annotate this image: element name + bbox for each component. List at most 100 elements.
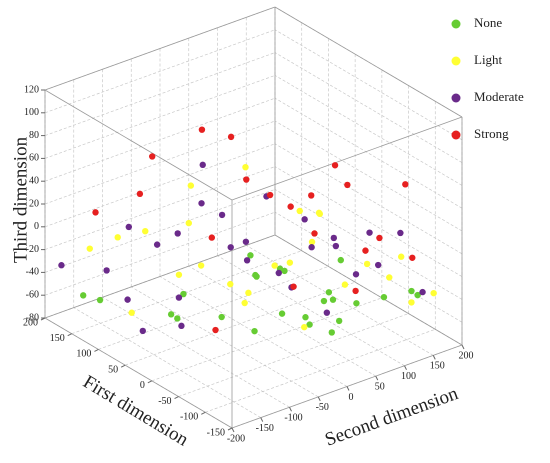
tick-mark xyxy=(227,427,233,431)
point xyxy=(136,190,144,198)
grid-line xyxy=(44,29,276,114)
grid-line xyxy=(44,97,276,182)
grid-line xyxy=(44,189,276,273)
point xyxy=(92,209,99,216)
point xyxy=(328,329,335,336)
z-tick-label: -40 xyxy=(26,267,39,278)
tick-mark xyxy=(260,417,264,422)
point xyxy=(175,271,183,278)
point xyxy=(114,234,121,241)
grid-line xyxy=(44,52,276,136)
legend-text: None xyxy=(474,15,502,30)
point xyxy=(329,296,337,303)
point xyxy=(335,317,343,325)
point xyxy=(337,256,344,264)
point xyxy=(178,322,185,330)
grid-line xyxy=(125,281,356,366)
point xyxy=(199,161,206,169)
point xyxy=(306,321,313,328)
point xyxy=(96,296,104,304)
z-tick-label: -80 xyxy=(26,312,39,323)
point xyxy=(308,192,315,199)
point xyxy=(245,289,252,297)
point xyxy=(374,261,382,269)
y-tick-label: -100 xyxy=(284,413,302,424)
point xyxy=(414,291,421,299)
point xyxy=(208,234,215,241)
point xyxy=(167,311,175,318)
legend-text: Light xyxy=(474,52,503,67)
point xyxy=(366,229,373,236)
point xyxy=(253,273,260,280)
point xyxy=(58,262,65,269)
legend-marker xyxy=(451,56,461,66)
box-edge xyxy=(274,6,463,118)
point xyxy=(311,230,318,237)
point xyxy=(218,313,225,321)
tick-mark xyxy=(201,411,206,415)
point xyxy=(251,327,258,335)
point xyxy=(185,219,192,227)
x-tick-label: 100 xyxy=(76,349,91,360)
x-axis-title: First dimension xyxy=(79,371,192,450)
grid-line xyxy=(73,307,261,418)
point xyxy=(286,259,294,266)
y-tick-label: 150 xyxy=(430,361,445,372)
point xyxy=(308,238,316,246)
point xyxy=(352,271,360,278)
box-edge xyxy=(44,234,276,319)
point xyxy=(212,326,219,334)
point xyxy=(278,310,286,317)
grid-line xyxy=(102,296,290,408)
point xyxy=(402,181,409,188)
x-tick-label: -100 xyxy=(180,412,198,423)
point xyxy=(149,153,156,160)
y-tick-label: -200 xyxy=(227,433,245,444)
grid-line xyxy=(274,120,463,232)
point xyxy=(275,269,282,277)
point xyxy=(362,247,369,254)
x-tick-label: 0 xyxy=(140,380,145,391)
point xyxy=(290,283,297,290)
grid-line xyxy=(274,75,463,186)
y-axis-title: Second dimension xyxy=(322,383,461,451)
y-tick-label: 0 xyxy=(349,392,354,403)
point xyxy=(197,262,205,269)
point xyxy=(363,260,371,268)
z-axis-title: Third dimension xyxy=(10,136,31,263)
grid-line xyxy=(44,143,276,228)
grid-line xyxy=(274,189,463,300)
point xyxy=(408,287,415,295)
point xyxy=(80,292,87,299)
grid-line xyxy=(274,52,463,163)
grid-line xyxy=(274,29,463,141)
point xyxy=(296,207,303,215)
point xyxy=(308,244,315,251)
point xyxy=(380,293,388,301)
point xyxy=(242,238,250,245)
point xyxy=(352,287,359,295)
point xyxy=(86,245,93,252)
x-tick-label: -50 xyxy=(158,396,171,407)
x-tick-label: 50 xyxy=(108,364,118,375)
z-tick-label: 80 xyxy=(29,130,39,141)
legend-text: Strong xyxy=(474,126,509,141)
grid-line xyxy=(274,166,463,277)
tick-mark xyxy=(174,396,179,400)
grid-line xyxy=(44,211,276,296)
point xyxy=(247,252,254,259)
point xyxy=(227,280,234,288)
tick-mark xyxy=(375,375,379,381)
tick-mark xyxy=(289,407,292,412)
point xyxy=(271,262,278,269)
point xyxy=(316,210,324,218)
point xyxy=(174,230,181,237)
grid-line xyxy=(274,97,463,209)
point xyxy=(198,126,206,133)
grid-line xyxy=(44,75,276,159)
point xyxy=(344,181,351,189)
z-tick-label: -60 xyxy=(26,289,39,300)
grid-line xyxy=(44,120,276,205)
z-tick-label: 120 xyxy=(24,84,39,95)
